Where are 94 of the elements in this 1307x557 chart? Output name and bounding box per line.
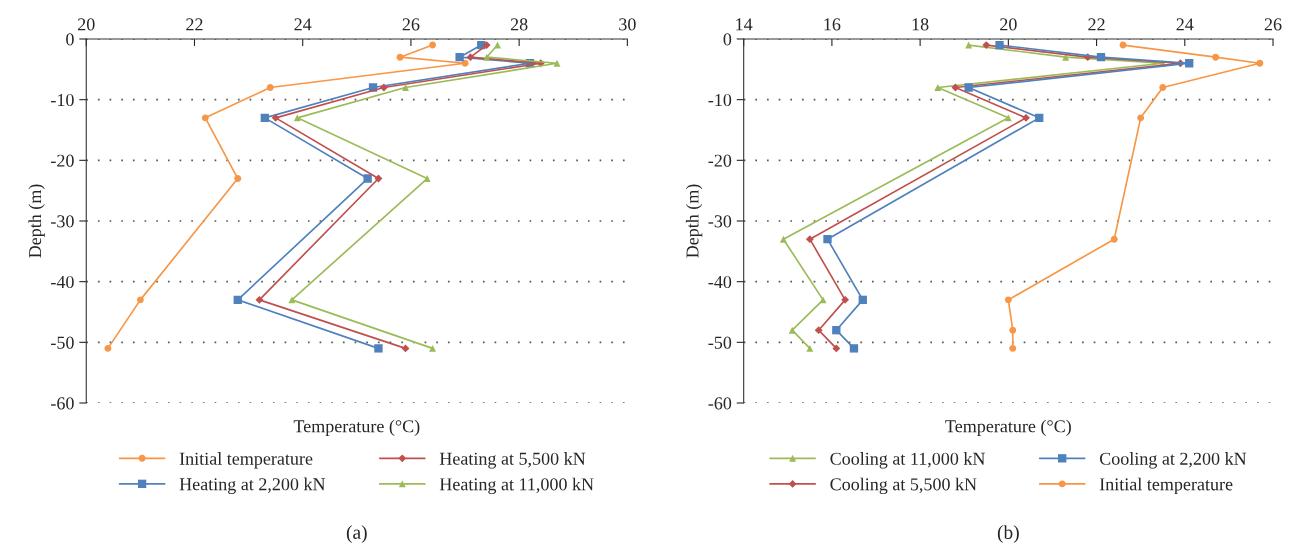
point xyxy=(1185,59,1194,68)
point xyxy=(379,83,388,92)
point xyxy=(483,53,491,61)
point xyxy=(423,175,431,182)
point xyxy=(402,84,409,91)
legend-label: Cooling at 11,000 kN xyxy=(830,452,986,469)
point xyxy=(1212,53,1220,61)
y-tick-label: 0 xyxy=(723,33,732,46)
point xyxy=(814,326,823,335)
point xyxy=(965,41,973,49)
legend-label: Initial temperature xyxy=(179,452,313,469)
legend-label: Cooling at 5,500 kN xyxy=(830,477,977,495)
point xyxy=(832,344,841,353)
point xyxy=(136,296,144,304)
point xyxy=(1137,114,1145,122)
point xyxy=(849,344,859,353)
x-tick-label: 22 xyxy=(186,18,203,31)
point xyxy=(1096,53,1106,62)
point xyxy=(374,344,383,353)
x-tick-label: 30 xyxy=(619,18,636,31)
x-tick-label: 24 xyxy=(1176,18,1194,31)
point xyxy=(201,114,209,122)
y-tick-label: -30 xyxy=(51,215,74,228)
point xyxy=(260,113,269,123)
y-tick-label: -10 xyxy=(51,93,74,107)
y-tick-label: -50 xyxy=(708,336,732,349)
x-axis-title: Temperature (°C) xyxy=(293,419,420,437)
point xyxy=(832,326,841,335)
point xyxy=(995,40,1004,50)
point xyxy=(104,344,112,352)
y-tick-label: -30 xyxy=(708,215,732,228)
point xyxy=(396,53,404,61)
x-tick-label: 14 xyxy=(736,18,753,31)
point xyxy=(429,41,437,49)
point xyxy=(363,174,372,183)
point xyxy=(429,344,437,352)
point xyxy=(1009,326,1017,334)
point xyxy=(779,235,787,243)
y-tick-label: -60 xyxy=(51,397,74,410)
point xyxy=(494,41,501,49)
point xyxy=(964,83,973,92)
point xyxy=(234,175,242,182)
legend-label: Initial temperature xyxy=(1099,477,1233,495)
point xyxy=(255,295,264,304)
point xyxy=(466,53,475,62)
y-tick-label: -10 xyxy=(708,93,732,107)
x-tick-label: 20 xyxy=(1000,18,1017,31)
x-tick-label: 26 xyxy=(402,18,420,31)
x-tick-label: 28 xyxy=(510,18,528,31)
point xyxy=(1035,113,1044,123)
legend-label: Heating at 2,200 kN xyxy=(179,477,326,495)
y-tick-label: -50 xyxy=(51,336,74,349)
point xyxy=(233,295,242,305)
point xyxy=(455,53,464,62)
point xyxy=(788,326,796,334)
y-axis-title: Depth (m) xyxy=(685,184,703,258)
x-tick-label: 16 xyxy=(824,18,841,31)
point xyxy=(1159,84,1167,91)
point xyxy=(1256,59,1264,67)
y-tick-label: -40 xyxy=(708,275,732,289)
point xyxy=(401,344,410,353)
y-tick-label: -20 xyxy=(51,154,74,167)
legend-label: Cooling at 2,200 kN xyxy=(1099,452,1247,469)
x-tick-label: 18 xyxy=(912,18,929,31)
legend-label: Heating at 5,500 kN xyxy=(439,452,586,469)
x-tick-label: 22 xyxy=(1088,18,1105,31)
point xyxy=(482,41,491,49)
y-axis-title: Depth (m) xyxy=(28,184,45,258)
point xyxy=(841,295,850,304)
text: (a) xyxy=(346,525,367,543)
point xyxy=(1009,344,1017,352)
x-tick-label: 26 xyxy=(1264,18,1282,31)
legend-label: Heating at 11,000 kN xyxy=(439,477,594,495)
y-tick-label: -40 xyxy=(51,275,74,289)
point xyxy=(858,295,867,305)
x-axis-title: Temperature (°C) xyxy=(945,419,1071,437)
point xyxy=(805,235,814,244)
point xyxy=(1110,235,1118,243)
x-tick-label: 24 xyxy=(294,18,312,31)
y-tick-label: -60 xyxy=(708,397,732,410)
text: (b) xyxy=(997,525,1019,543)
point xyxy=(806,344,814,352)
y-tick-label: -20 xyxy=(708,154,732,167)
point xyxy=(951,83,960,92)
point xyxy=(553,59,561,67)
point xyxy=(266,84,274,91)
y-tick-label: 0 xyxy=(66,33,74,46)
point xyxy=(461,59,469,67)
point xyxy=(982,41,991,49)
point xyxy=(271,113,280,122)
point xyxy=(823,235,832,244)
point xyxy=(1004,296,1012,304)
x-tick-label: 20 xyxy=(78,18,95,31)
point xyxy=(1022,113,1030,122)
